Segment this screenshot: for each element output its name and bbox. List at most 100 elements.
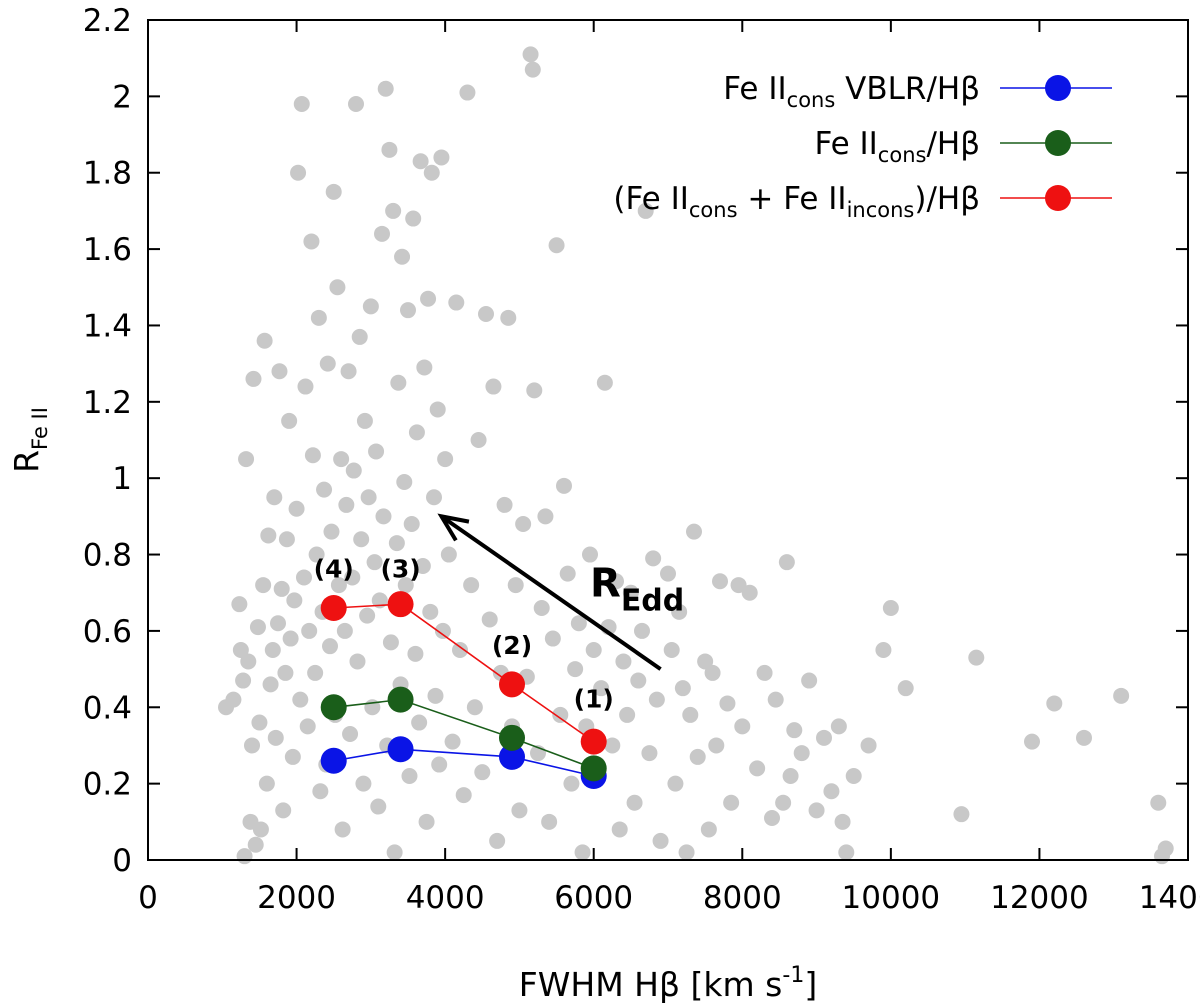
background-point (249, 619, 266, 636)
background-point (474, 764, 491, 781)
background-point (485, 378, 502, 395)
background-point (808, 802, 825, 819)
background-point (386, 844, 403, 861)
background-point (225, 691, 242, 708)
series-0-point (320, 747, 347, 774)
background-point (427, 687, 444, 704)
background-point (622, 584, 639, 601)
background-point (548, 237, 565, 254)
legend-marker-1 (1045, 130, 1071, 156)
background-point (723, 794, 740, 811)
x-tick-label: 8000 (703, 880, 782, 916)
background-point (648, 691, 665, 708)
background-point (307, 664, 324, 681)
background-point (334, 821, 351, 838)
background-point (418, 813, 435, 830)
background-point (349, 653, 366, 670)
background-point (470, 432, 487, 448)
background-point (660, 565, 676, 582)
background-point (596, 374, 613, 391)
point-label: (1) (574, 684, 614, 713)
background-point (382, 634, 399, 651)
background-point (394, 248, 411, 265)
background-point (267, 729, 284, 746)
background-point (345, 462, 362, 479)
background-point (897, 680, 914, 697)
background-point (782, 768, 799, 784)
background-point (388, 535, 405, 552)
background-point (375, 508, 392, 525)
background-point (671, 603, 688, 620)
background-point (574, 844, 591, 861)
background-point (342, 726, 359, 742)
background-point (563, 775, 580, 792)
background-point (322, 638, 338, 655)
series-2-point (387, 591, 414, 618)
background-point (304, 447, 321, 464)
background-point (511, 802, 528, 819)
y-tick-label: 2.2 (83, 3, 132, 39)
background-point (359, 607, 376, 624)
background-point (290, 164, 307, 181)
background-point (440, 546, 457, 563)
background-point (689, 748, 706, 765)
background-point (231, 596, 248, 613)
background-point (381, 141, 398, 158)
background-point (786, 722, 803, 739)
x-tick-label: 0 (138, 880, 158, 916)
background-point (292, 691, 309, 708)
background-point (433, 149, 450, 166)
background-point (637, 202, 654, 219)
background-point (875, 642, 892, 658)
background-point (730, 577, 747, 594)
background-point (308, 546, 325, 563)
x-tick-label: 4000 (406, 880, 485, 916)
background-point (544, 630, 561, 647)
background-point (1150, 794, 1167, 811)
legend-label-fe2cons-vblr: Fe IIcons VBLR/Hβ (723, 71, 980, 112)
background-point (882, 600, 899, 616)
background-point (288, 500, 305, 517)
series-1-point (320, 694, 347, 721)
y-tick-label: 1.2 (83, 385, 132, 421)
background-point (641, 745, 658, 762)
background-point (593, 680, 610, 697)
legend-marker-2 (1045, 185, 1071, 211)
background-point (734, 718, 751, 735)
background-scatter-points (218, 46, 1174, 865)
background-point (630, 672, 647, 689)
background-point (262, 676, 279, 693)
background-point (953, 806, 970, 823)
background-point (968, 649, 985, 666)
background-point (312, 783, 329, 800)
x-tick-label: 2000 (257, 880, 336, 916)
background-point (344, 569, 361, 586)
background-point (271, 363, 288, 380)
background-point (414, 558, 431, 574)
point-label: (3) (380, 554, 420, 583)
y-tick-label: 1 (112, 461, 132, 497)
background-point (634, 622, 650, 639)
background-point (667, 775, 684, 792)
y-tick-label: 0.8 (83, 538, 132, 574)
background-point (741, 584, 758, 601)
background-point (537, 508, 554, 525)
background-point (348, 96, 364, 112)
series-layer (320, 591, 607, 789)
background-point (340, 363, 357, 380)
y-tick-label: 1.6 (83, 232, 132, 268)
y-tick-label: 0.2 (83, 767, 132, 803)
background-point (338, 496, 355, 513)
background-point (481, 611, 498, 628)
background-point (678, 844, 695, 861)
y-tick-label: 0 (112, 843, 132, 879)
legend-label-fe2cons-plus-incons: (Fe IIcons + Fe IIincons)/Hβ (613, 181, 980, 222)
background-point (674, 680, 691, 697)
series-1-point (387, 686, 414, 713)
background-point (515, 516, 532, 532)
background-point (278, 531, 295, 548)
background-point (377, 80, 394, 97)
series-line-0 (333, 748, 594, 777)
background-point (270, 615, 286, 632)
